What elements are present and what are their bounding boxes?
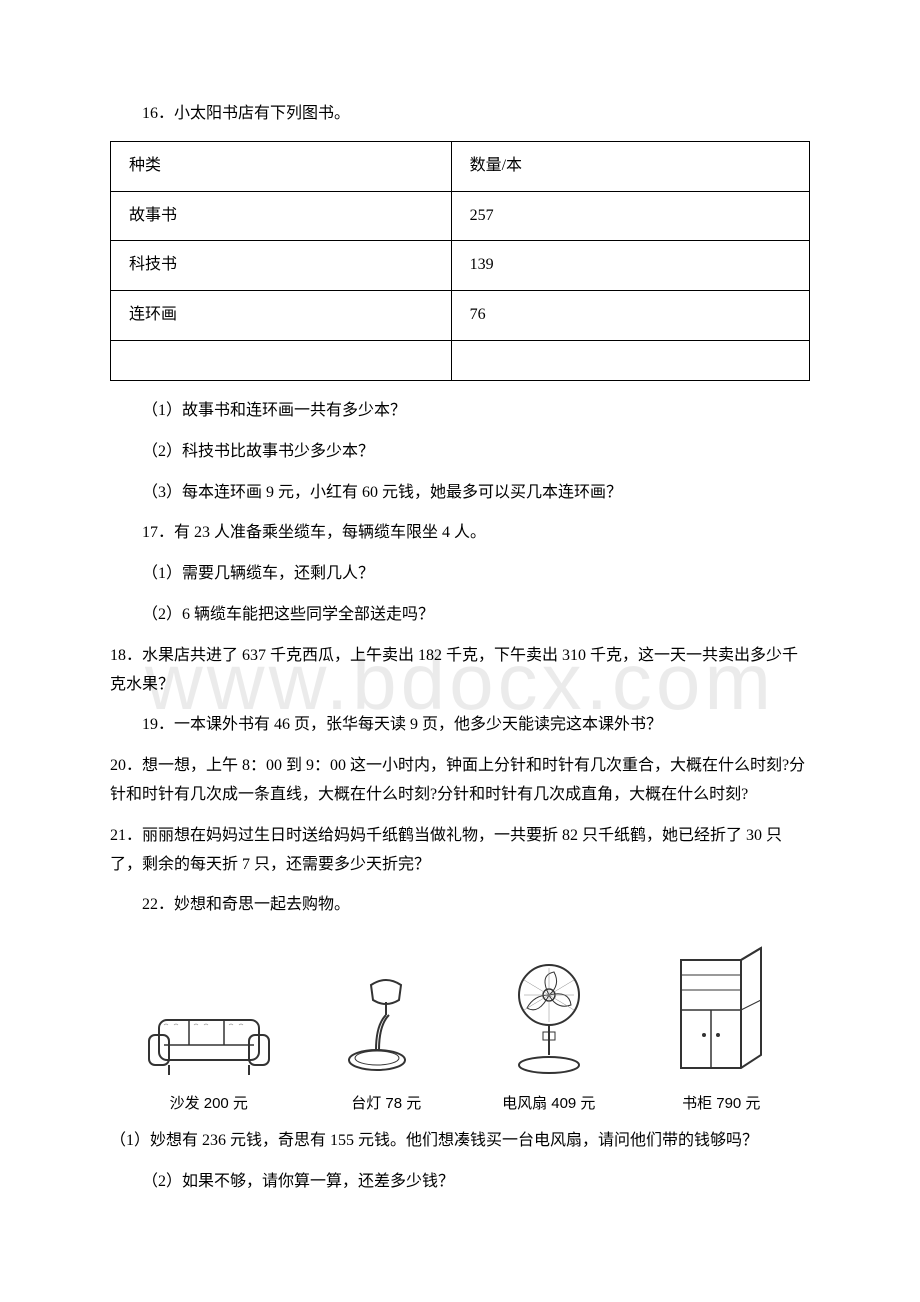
table-row: 连环画 76 — [111, 291, 810, 341]
document-content: 16．小太阳书店有下列图书。 种类 数量/本 故事书 257 科技书 139 连… — [110, 100, 810, 1197]
table-cell: 139 — [451, 241, 809, 291]
q19: 19．一本课外书有 46 页，张华每天读 9 页，他多少天能读完这本课外书？ — [110, 711, 810, 740]
sofa-label: 沙发 200 元 — [170, 1090, 248, 1117]
q18: 18．水果店共进了 637 千克西瓜，上午卖出 182 千克，下午卖出 310 … — [110, 642, 810, 700]
products-row: 沙发 200 元 台灯 78 元 — [110, 940, 810, 1117]
q22-sub1: （1）妙想有 236 元钱，奇思有 155 元钱。他们想凑钱买一台电风扇，请问他… — [110, 1127, 810, 1156]
table-row — [111, 340, 810, 380]
q21-text: 21．丽丽想在妈妈过生日时送给妈妈千纸鹤当做礼物，一共要折 82 只千纸鹤，她已… — [110, 827, 782, 873]
q16-title: 16．小太阳书店有下列图书。 — [110, 100, 810, 129]
q16-sub3: （3）每本连环画 9 元，小红有 60 元钱，她最多可以买几本连环画？ — [110, 479, 810, 508]
product-lamp: 台灯 78 元 — [341, 970, 431, 1117]
lamp-label: 台灯 78 元 — [351, 1090, 421, 1117]
q18-text: 18．水果店共进了 637 千克西瓜，上午卖出 182 千克，下午卖出 310 … — [110, 647, 798, 693]
product-sofa: 沙发 200 元 — [144, 1000, 274, 1117]
table-row: 科技书 139 — [111, 241, 810, 291]
lamp-icon — [341, 970, 431, 1080]
table-cell: 76 — [451, 291, 809, 341]
table-cell: 故事书 — [111, 191, 452, 241]
q16-sub1: （1）故事书和连环画一共有多少本？ — [110, 397, 810, 426]
q16-table: 种类 数量/本 故事书 257 科技书 139 连环画 76 — [110, 141, 810, 381]
table-cell: 257 — [451, 191, 809, 241]
sofa-icon — [144, 1000, 274, 1080]
table-row: 种类 数量/本 — [111, 141, 810, 191]
table-cell: 种类 — [111, 141, 452, 191]
table-cell: 科技书 — [111, 241, 452, 291]
q16-sub2: （2）科技书比故事书少多少本？ — [110, 438, 810, 467]
table-cell: 数量/本 — [451, 141, 809, 191]
q17-sub1: （1）需要几辆缆车，还剩几人？ — [110, 560, 810, 589]
q22-sub1-text: （1）妙想有 236 元钱，奇思有 155 元钱。他们想凑钱买一台电风扇，请问他… — [110, 1132, 758, 1149]
product-fan: 电风扇 409 元 — [499, 960, 599, 1117]
fan-icon — [499, 960, 599, 1080]
product-cabinet: 书柜 790 元 — [666, 940, 776, 1117]
q17-sub2: （2）6 辆缆车能把这些同学全部送走吗？ — [110, 601, 810, 630]
table-row: 故事书 257 — [111, 191, 810, 241]
q20: 20．想一想，上午 8：00 到 9：00 这一小时内，钟面上分针和时针有几次重… — [110, 752, 810, 810]
cabinet-label: 书柜 790 元 — [682, 1090, 760, 1117]
table-cell — [451, 340, 809, 380]
table-cell: 连环画 — [111, 291, 452, 341]
q22-sub2: （2）如果不够，请你算一算，还差多少钱？ — [110, 1168, 810, 1197]
q17-title: 17．有 23 人准备乘坐缆车，每辆缆车限坐 4 人。 — [110, 519, 810, 548]
fan-label: 电风扇 409 元 — [502, 1090, 595, 1117]
q22-title: 22．妙想和奇思一起去购物。 — [110, 891, 810, 920]
q20-text: 20．想一想，上午 8：00 到 9：00 这一小时内，钟面上分针和时针有几次重… — [110, 757, 805, 803]
q21: 21．丽丽想在妈妈过生日时送给妈妈千纸鹤当做礼物，一共要折 82 只千纸鹤，她已… — [110, 822, 810, 880]
table-cell — [111, 340, 452, 380]
cabinet-icon — [666, 940, 776, 1080]
